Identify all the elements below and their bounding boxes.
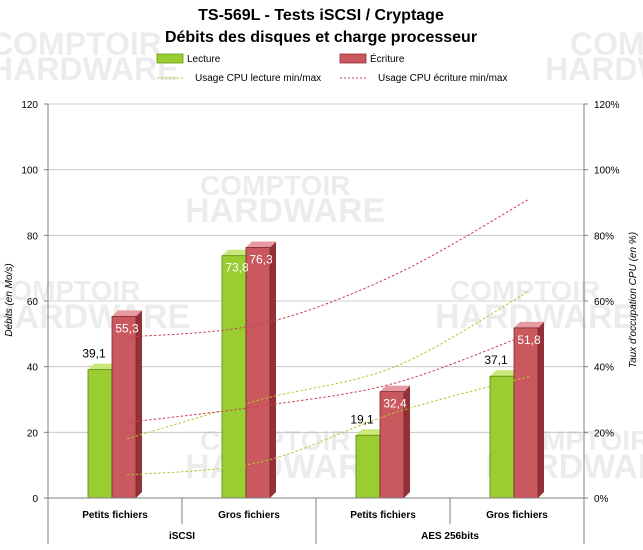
y-tick-label: 20 [27, 428, 39, 439]
bar [221, 255, 247, 499]
bar-top [490, 370, 520, 377]
y-tick-label: 40 [27, 363, 39, 374]
category-label: Gros fichiers [486, 510, 548, 521]
chart-title: TS-569L - Tests iSCSI / Cryptage [198, 7, 444, 24]
watermark-line1: COMPTOIR [200, 170, 350, 201]
bar-side [270, 241, 276, 498]
bar [245, 247, 271, 499]
cpu-lines [126, 198, 530, 476]
watermark-line2: HARDWARE [0, 51, 178, 87]
watermark-line2: HARDWARE [185, 192, 385, 230]
watermark-line2: HARDWARE [185, 448, 385, 486]
y2-tick-label: 40% [594, 363, 614, 374]
bar-side [136, 310, 142, 498]
legend-label-lecture: Lecture [187, 54, 221, 65]
y2-tick-label: 80% [594, 231, 614, 242]
legend: Lecture Écriture Usage CPU lecture min/m… [156, 52, 507, 84]
chart-subtitle: Débits des disques et charge processeur [165, 29, 477, 46]
bar-top [222, 249, 252, 256]
cpu-line-max [126, 198, 530, 338]
cpu-line-max [126, 290, 530, 440]
data-label: 32,4 [383, 397, 407, 411]
bar-top [112, 310, 142, 317]
watermark-line2: HARDWARE [0, 298, 190, 336]
category-label: Gros fichiers [218, 510, 280, 521]
bar [87, 369, 113, 499]
data-label: 51,8 [517, 333, 541, 347]
bar-top [88, 363, 118, 370]
data-label: 76,3 [249, 252, 273, 266]
y-tick-label: 80 [27, 231, 39, 242]
y2-tick-label: 60% [594, 297, 614, 308]
y-axis-ticks: 0 20 40 60 80 100 120 [21, 100, 48, 505]
y2-tick-label: 100% [594, 166, 620, 177]
bar-side [404, 385, 410, 498]
data-label: 19,1 [350, 412, 374, 426]
y-tick-label: 100 [21, 166, 38, 177]
data-labels: 39,1 55,3 73,876,3 19,1 32,4 37,1 51,8 [82, 252, 541, 426]
legend-label-cpu-lecture: Usage CPU lecture min/max [195, 73, 321, 84]
y2-tick-label: 120% [594, 100, 620, 111]
watermark-line1: COMPTOIR [570, 26, 643, 62]
bar [513, 327, 539, 499]
cpu-line-min [126, 333, 530, 423]
bar-top [356, 429, 386, 436]
legend-label-cpu-ecriture: Usage CPU écriture min/max [378, 73, 507, 84]
group-label: iSCSI [169, 531, 195, 542]
category-label: Petits fichiers [350, 510, 416, 521]
bar-top [514, 321, 544, 328]
bar-side [538, 321, 544, 498]
bar-top [246, 241, 276, 248]
cpu-line-min [126, 376, 530, 476]
y-tick-label: 120 [21, 100, 38, 111]
bar [355, 434, 381, 499]
bar [489, 375, 515, 499]
bars [87, 241, 544, 499]
watermark-line2: HARDWARE [545, 51, 643, 87]
legend-swatch-ecriture [339, 53, 367, 64]
y2-axis-ticks: 0% 20% 40% 60% 80% 100% 120% [584, 100, 620, 505]
y2-axis-label: Taux d'occupation CPU (en %) [628, 232, 639, 368]
y-tick-label: 60 [27, 297, 39, 308]
category-labels: Petits fichiers Gros fichiers Petits fichi… [47, 498, 585, 544]
y-tick-label: 0 [32, 494, 38, 505]
category-label: Petits fichiers [82, 510, 148, 521]
data-label: 39,1 [82, 347, 106, 361]
data-label: 73,8 [225, 261, 249, 275]
legend-swatch-lecture [156, 53, 184, 64]
y2-tick-label: 20% [594, 428, 614, 439]
data-label: 55,3 [115, 321, 139, 335]
bar [379, 391, 405, 499]
bar-top [380, 385, 410, 392]
watermark-line1: COMPTOIR [0, 26, 162, 62]
bar [111, 316, 137, 499]
y2-tick-label: 0% [594, 494, 609, 505]
data-label: 37,1 [484, 353, 508, 367]
group-label: AES 256bits [421, 531, 479, 542]
legend-label-ecriture: Écriture [370, 52, 405, 65]
y-axis-label: Débits (en Mo/s) [4, 263, 15, 336]
